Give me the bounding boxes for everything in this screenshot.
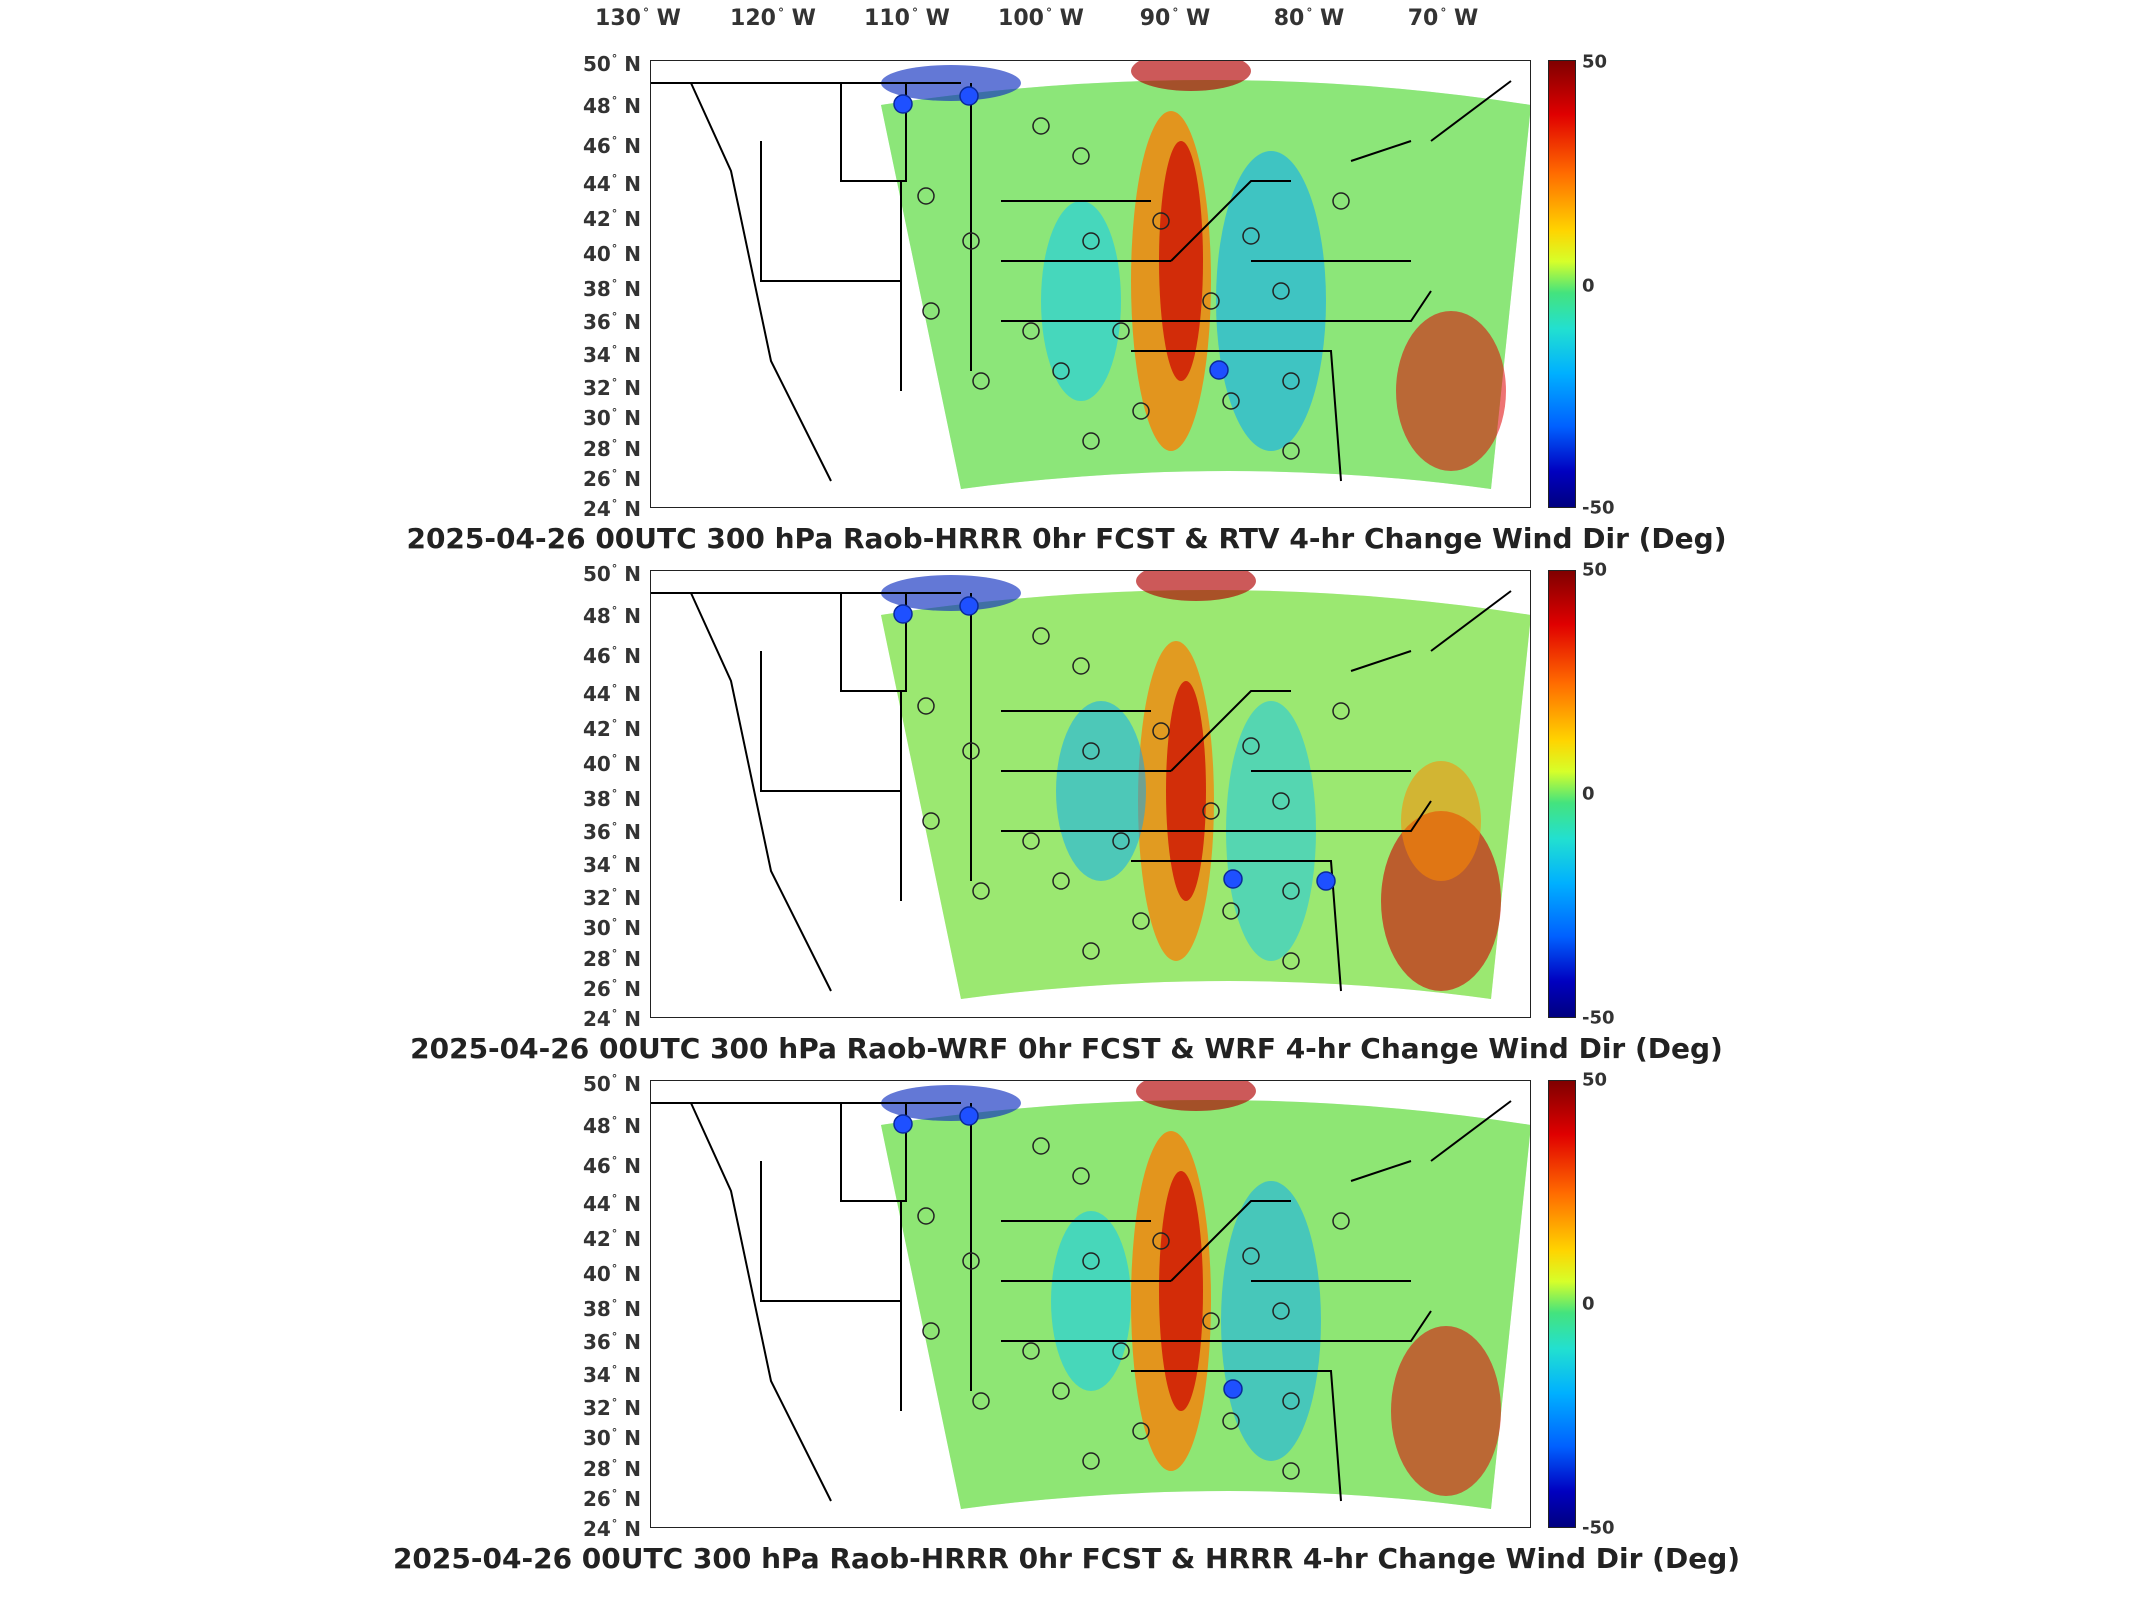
lat-label-42: 42° N xyxy=(582,207,641,231)
lat-label-26: 26° N xyxy=(582,1487,641,1511)
colorbar-1-mid: 0 xyxy=(1582,275,1595,297)
map-frame-1 xyxy=(650,60,1531,508)
lat-label-50: 50° N xyxy=(582,562,641,586)
lat-label-24: 24° N xyxy=(582,1007,641,1031)
colorbar-2-mid: 0 xyxy=(1582,783,1595,805)
lat-label-36: 36° N xyxy=(582,820,641,844)
lat-label-34: 34° N xyxy=(582,343,641,367)
lat-label-32: 32° N xyxy=(582,1396,641,1420)
map-frame-3 xyxy=(650,1080,1531,1528)
panel-3-caption: 2025-04-26 00UTC 300 hPa Raob-HRRR 0hr F… xyxy=(392,1542,1741,1575)
lat-label-40: 40° N xyxy=(582,242,641,266)
lat-label-50: 50° N xyxy=(582,52,641,76)
map-graphic-3 xyxy=(651,1081,1530,1509)
panel-2-caption: 2025-04-26 00UTC 300 hPa Raob-WRF 0hr FC… xyxy=(410,1032,1723,1065)
lat-label-28: 28° N xyxy=(582,947,641,971)
lon-label-80: 80 ° W xyxy=(1273,6,1345,31)
colorbar-2 xyxy=(1548,570,1576,1018)
lat-label-38: 38° N xyxy=(582,1297,641,1321)
colorbar-3 xyxy=(1548,1080,1576,1528)
lat-label-46: 46° N xyxy=(582,644,641,668)
lat-label-26: 26° N xyxy=(582,977,641,1001)
lat-label-24: 24° N xyxy=(582,1517,641,1541)
lat-label-36: 36° N xyxy=(582,1330,641,1354)
colorbar-2-max: 50 xyxy=(1582,559,1608,581)
colorbar-3-mid: 0 xyxy=(1582,1293,1595,1315)
lat-label-38: 38° N xyxy=(582,787,641,811)
map-graphic-1 xyxy=(651,61,1530,489)
lat-label-38: 38° N xyxy=(582,277,641,301)
lon-label-130: 130 ° W xyxy=(595,6,681,31)
lat-label-30: 30° N xyxy=(582,916,641,940)
lat-label-42: 42° N xyxy=(582,717,641,741)
colorbar-3-min: -50 xyxy=(1582,1517,1615,1539)
lat-label-46: 46° N xyxy=(582,1154,641,1178)
lon-label-120: 120 ° W xyxy=(730,6,816,31)
lat-label-34: 34° N xyxy=(582,1363,641,1387)
lat-label-32: 32° N xyxy=(582,376,641,400)
lat-label-36: 36° N xyxy=(582,310,641,334)
colorbar-1-max: 50 xyxy=(1582,51,1608,73)
lat-label-28: 28° N xyxy=(582,437,641,461)
colorbar-3-max: 50 xyxy=(1582,1069,1608,1091)
lat-label-46: 46° N xyxy=(582,134,641,158)
panel-1-caption: 2025-04-26 00UTC 300 hPa Raob-HRRR 0hr F… xyxy=(406,522,1727,555)
map-frame-2 xyxy=(650,570,1531,1018)
lat-label-32: 32° N xyxy=(582,886,641,910)
lat-label-48: 48° N xyxy=(582,94,641,118)
lon-label-100: 100 ° W xyxy=(998,6,1084,31)
colorbar-2-min: -50 xyxy=(1582,1007,1615,1029)
colorbar-1-min: -50 xyxy=(1582,497,1615,519)
lat-label-34: 34° N xyxy=(582,853,641,877)
lat-label-44: 44° N xyxy=(582,682,641,706)
lat-label-28: 28° N xyxy=(582,1457,641,1481)
longitude-axis: 130 ° W 120 ° W 110 ° W 100 ° W 90 ° W 80 ° W … xyxy=(0,0,2133,44)
lat-label-48: 48° N xyxy=(582,1114,641,1138)
lat-label-44: 44° N xyxy=(582,1192,641,1216)
lat-label-48: 48° N xyxy=(582,604,641,628)
lat-label-24: 24° N xyxy=(582,497,641,521)
lat-label-40: 40° N xyxy=(582,1262,641,1286)
lat-label-40: 40° N xyxy=(582,752,641,776)
lat-label-26: 26° N xyxy=(582,467,641,491)
map-graphic-2 xyxy=(651,571,1530,999)
colorbar-1 xyxy=(1548,60,1576,508)
lat-label-50: 50° N xyxy=(582,1072,641,1096)
lat-label-44: 44° N xyxy=(582,172,641,196)
lat-label-30: 30° N xyxy=(582,406,641,430)
lat-label-42: 42° N xyxy=(582,1227,641,1251)
lon-label-110: 110 ° W xyxy=(864,6,950,31)
lon-label-90: 90 ° W xyxy=(1139,6,1211,31)
lon-label-70: 70 ° W xyxy=(1407,6,1479,31)
lat-label-30: 30° N xyxy=(582,1426,641,1450)
